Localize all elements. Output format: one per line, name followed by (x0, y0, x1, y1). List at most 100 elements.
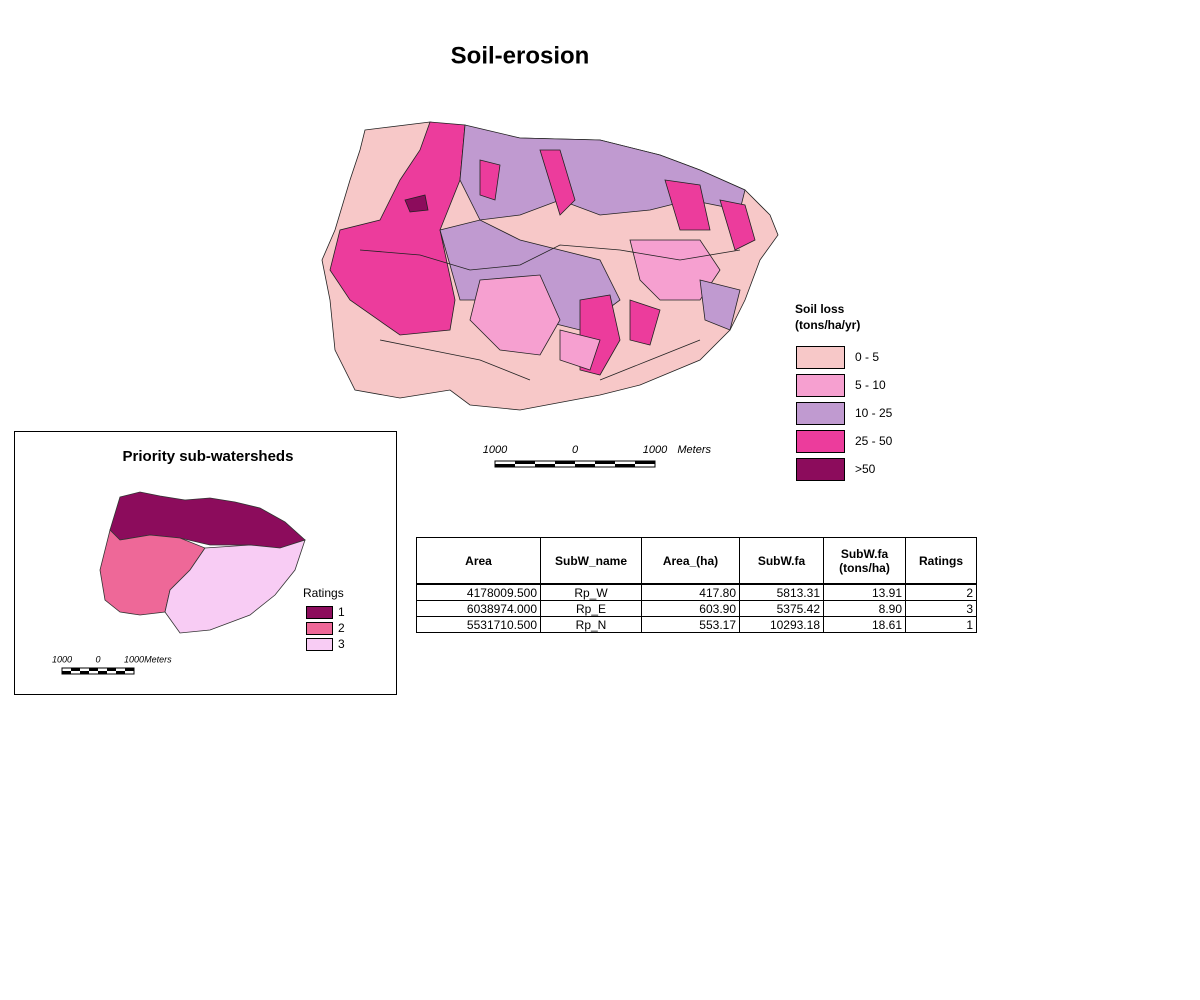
inset-legend-label: 2 (338, 621, 345, 635)
table-cell: 5375.42 (739, 600, 824, 617)
map-patch (664, 179, 711, 231)
scale-segment (107, 668, 116, 671)
scale-label: 1000 (643, 444, 668, 456)
scale-label: 1000 (52, 654, 72, 664)
table-row: 4178009.500 Rp_W 417.80 5813.31 13.91 2 (416, 583, 977, 601)
legend-swatch (796, 430, 845, 453)
table-cell: 1 (905, 616, 977, 633)
map-boundary (359, 244, 741, 381)
table-cell: 603.90 (641, 600, 740, 617)
scale-segment (71, 668, 80, 671)
map-patch (479, 159, 501, 201)
scale-segment (495, 464, 515, 467)
table-cell: 4178009.500 (416, 583, 541, 601)
table-body: 4178009.500 Rp_W 417.80 5813.31 13.91 2 603897… (416, 583, 977, 633)
legend-label: 5 - 10 (855, 378, 886, 392)
legend-swatch (796, 458, 845, 481)
scale-segment (125, 668, 134, 671)
table-cell: 8.90 (823, 600, 906, 617)
scale-bar: 1000 0 1000 Meters (483, 444, 712, 468)
scale-segment (89, 668, 98, 671)
legend-label: 25 - 50 (855, 434, 893, 448)
table-cell: 5813.31 (739, 583, 824, 601)
table-cell: 417.80 (641, 583, 740, 601)
map-patch (559, 329, 601, 371)
scale-label: Meters (677, 444, 711, 456)
column-header: SubW.fa (739, 537, 824, 585)
inset-title: Priority sub-watersheds (123, 448, 294, 465)
table-cell: 6038974.000 (416, 600, 541, 617)
inset-map (99, 491, 306, 634)
legend-swatch (796, 374, 845, 397)
table-cell: 2 (905, 583, 977, 601)
scale-segment (62, 671, 71, 674)
header-text: (tons/ha) (839, 560, 890, 575)
table-cell: Rp_E (540, 600, 642, 617)
table-row: 5531710.500 Rp_N 553.17 10293.18 18.61 1 (416, 616, 977, 633)
scale-label: Meters (144, 654, 172, 664)
scale-segment (575, 464, 595, 467)
map-patch (329, 121, 466, 336)
legend-label: 10 - 25 (855, 406, 893, 420)
legend-swatch (796, 346, 845, 369)
legend-title: (tons/ha/yr) (795, 318, 860, 332)
column-header: SubW.fa (tons/ha) (823, 537, 906, 585)
map-patch (699, 279, 741, 331)
scale-label: 0 (572, 444, 579, 456)
scale-segment (595, 461, 615, 464)
table-cell: 553.17 (641, 616, 740, 633)
inset-frame (14, 431, 397, 695)
table-cell: Rp_W (540, 583, 642, 601)
scale-segment (98, 671, 107, 674)
inset-legend-swatch (306, 638, 333, 651)
inset-legend-title: Ratings (303, 586, 344, 600)
header-text: SubW.fa (757, 553, 806, 568)
table-cell: Rp_N (540, 616, 642, 633)
map-patch (469, 274, 561, 356)
legend-title: Soil loss (795, 302, 845, 316)
column-header: Area (416, 537, 541, 585)
legend: Soil loss (tons/ha/yr) 0 - 5 5 - 10 10 - 25 2… (795, 302, 893, 481)
table-cell: 5531710.500 (416, 616, 541, 633)
map-patch (629, 299, 661, 346)
map-patch (539, 149, 576, 216)
map-title: Soil-erosion (451, 42, 590, 69)
legend-label: 0 - 5 (855, 350, 879, 364)
inset-legend-label: 3 (338, 637, 345, 651)
attribute-table: Area SubW_name Area_(ha) SubW.fa SubW.fa (ton… (416, 537, 977, 633)
header-text: SubW.fa (840, 546, 889, 561)
inset-legend-label: 1 (338, 605, 345, 619)
header-text: Area_(ha) (662, 553, 719, 568)
scale-segment (615, 464, 635, 467)
scale-label: 1000 (483, 444, 508, 456)
subwatershed (164, 539, 306, 634)
table-cell: 18.61 (823, 616, 906, 633)
scale-segment (555, 461, 575, 464)
scale-segment (80, 671, 89, 674)
scale-segment (116, 671, 125, 674)
scale-label: 1000 (124, 654, 144, 664)
header-text: Area (465, 553, 492, 568)
table-header: Area SubW_name Area_(ha) SubW.fa SubW.fa (ton… (416, 537, 977, 585)
inset-legend: 1 2 3 (306, 605, 345, 651)
map-patch (404, 194, 429, 213)
column-header: SubW_name (540, 537, 642, 585)
scale-segment (635, 461, 655, 464)
scale-segment (535, 464, 555, 467)
legend-swatch (796, 402, 845, 425)
column-header: Ratings (905, 537, 977, 585)
map-patch (719, 199, 756, 251)
scale-label: 0 (95, 654, 100, 664)
inset-scale-bar: 1000 0 1000 Meters (52, 654, 172, 675)
table-cell: 10293.18 (739, 616, 824, 633)
header-text: SubW_name (554, 553, 627, 568)
table-cell: 3 (905, 600, 977, 617)
table-cell: 13.91 (823, 583, 906, 601)
scale-segment (515, 461, 535, 464)
header-text: Ratings (918, 553, 963, 568)
inset-legend-swatch (306, 606, 333, 619)
inset-legend-swatch (306, 622, 333, 635)
map-patch (629, 239, 721, 301)
